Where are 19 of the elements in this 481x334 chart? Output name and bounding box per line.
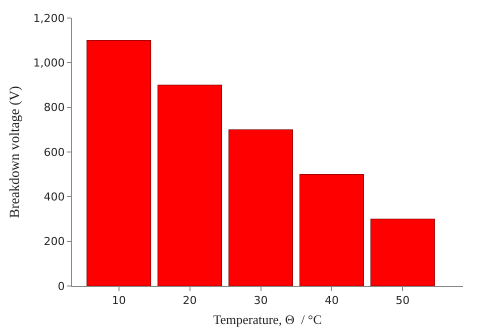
y-axis-title: Breakdown voltage (V) bbox=[8, 86, 23, 218]
x-tick-label: 30 bbox=[254, 294, 268, 308]
y-tick-label: 1,200 bbox=[33, 12, 65, 25]
bar bbox=[86, 40, 152, 286]
x-tick-label: 20 bbox=[182, 294, 197, 308]
x-tick-label: 40 bbox=[324, 294, 339, 308]
x-tick-label: 10 bbox=[112, 294, 126, 308]
x-tick-label: 50 bbox=[396, 294, 410, 308]
y-tick-label: 400 bbox=[44, 190, 65, 204]
bar bbox=[370, 218, 435, 286]
bar bbox=[158, 84, 222, 286]
bar bbox=[228, 129, 293, 286]
y-tick-label: 200 bbox=[44, 235, 65, 248]
y-tick-label: 600 bbox=[44, 146, 65, 159]
x-axis-title: Temperature, Θ / °C bbox=[213, 312, 322, 327]
y-tick-label: 0 bbox=[58, 280, 65, 293]
bar bbox=[299, 174, 364, 286]
y-tick-label: 1,000 bbox=[33, 56, 65, 70]
y-tick-label: 800 bbox=[44, 101, 65, 114]
